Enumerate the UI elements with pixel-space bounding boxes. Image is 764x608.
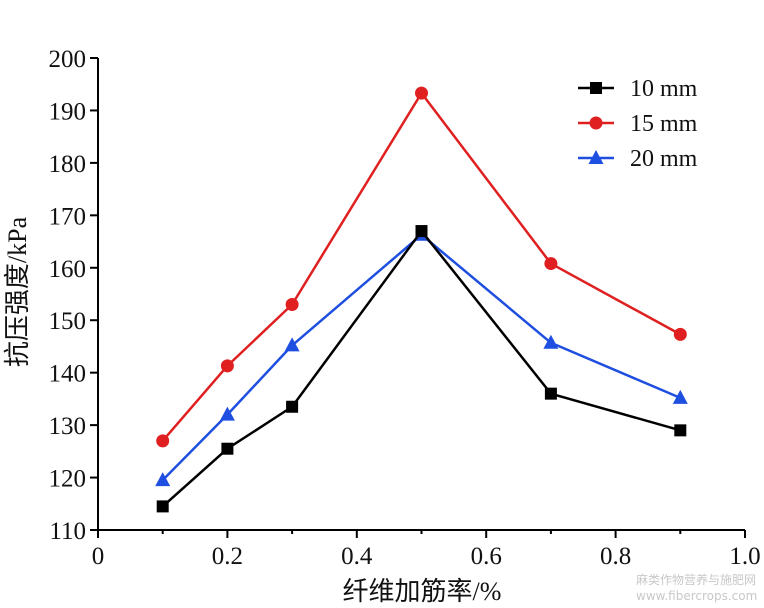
series-20mm xyxy=(155,226,688,487)
legend-label: 10 mm xyxy=(630,76,698,102)
y-tick-label: 190 xyxy=(49,98,87,125)
legend-label: 20 mm xyxy=(630,146,698,172)
series-line xyxy=(161,229,681,508)
x-tick-label: 1.0 xyxy=(729,543,760,570)
data-point-circle xyxy=(415,86,428,100)
data-point-triangle xyxy=(219,406,235,421)
x-tick-label: 0.2 xyxy=(212,543,243,570)
data-point-triangle xyxy=(284,337,300,352)
y-tick-label: 120 xyxy=(49,466,87,493)
series-15mm xyxy=(156,86,687,448)
y-tick-label: 130 xyxy=(49,413,87,440)
y-axis-title: 抗压强度/kPa xyxy=(3,216,32,367)
axes: 0 0.2 0.4 0.6 0.8 1.0 110 120 130 140 150 160 170 180… xyxy=(49,46,761,570)
data-point-square xyxy=(415,225,428,238)
data-point-square xyxy=(544,387,557,400)
watermark-line-2: www.fibercrops.com xyxy=(636,589,757,603)
series-10mm xyxy=(156,225,687,513)
x-tick-label: 0.8 xyxy=(600,543,631,570)
y-tick-label: 110 xyxy=(49,518,86,545)
legend-item: 10 mm xyxy=(578,76,698,102)
data-point-triangle xyxy=(588,150,604,164)
data-point-circle xyxy=(220,359,234,373)
plot-area xyxy=(155,86,688,513)
y-tick-label: 150 xyxy=(49,308,87,335)
y-tick-label: 140 xyxy=(49,361,87,388)
data-point-circle xyxy=(156,434,170,448)
legend-item: 20 mm xyxy=(578,146,698,172)
x-tick-label: 0 xyxy=(92,543,105,570)
data-point-circle xyxy=(673,327,687,341)
legend: 10 mm 15 mm 20 mm xyxy=(578,76,698,172)
data-point-square xyxy=(286,400,299,413)
data-point-square xyxy=(674,424,687,437)
data-point-circle xyxy=(285,297,299,311)
x-tick-label: 0.6 xyxy=(471,543,502,570)
y-tick-label: 180 xyxy=(49,151,87,178)
y-tick-label: 200 xyxy=(49,46,87,73)
data-point-square xyxy=(590,82,602,94)
data-point-circle xyxy=(589,116,603,130)
data-point-triangle xyxy=(543,334,559,349)
y-tick-label: 160 xyxy=(49,256,87,283)
watermark-line-1: 麻类作物营养与施肥网 xyxy=(636,572,756,587)
data-point-triangle xyxy=(672,389,688,404)
x-tick-label: 0.4 xyxy=(341,543,373,570)
data-point-square xyxy=(156,500,169,513)
series-line xyxy=(161,91,681,442)
legend-label: 15 mm xyxy=(630,111,698,137)
x-axis-title: 纤维加筋率/% xyxy=(343,577,502,606)
series-line xyxy=(161,233,681,482)
data-point-square xyxy=(221,442,234,455)
data-point-circle xyxy=(544,257,558,271)
data-point-triangle xyxy=(155,472,171,487)
legend-item: 15 mm xyxy=(578,111,698,137)
y-tick-label: 170 xyxy=(49,203,87,230)
